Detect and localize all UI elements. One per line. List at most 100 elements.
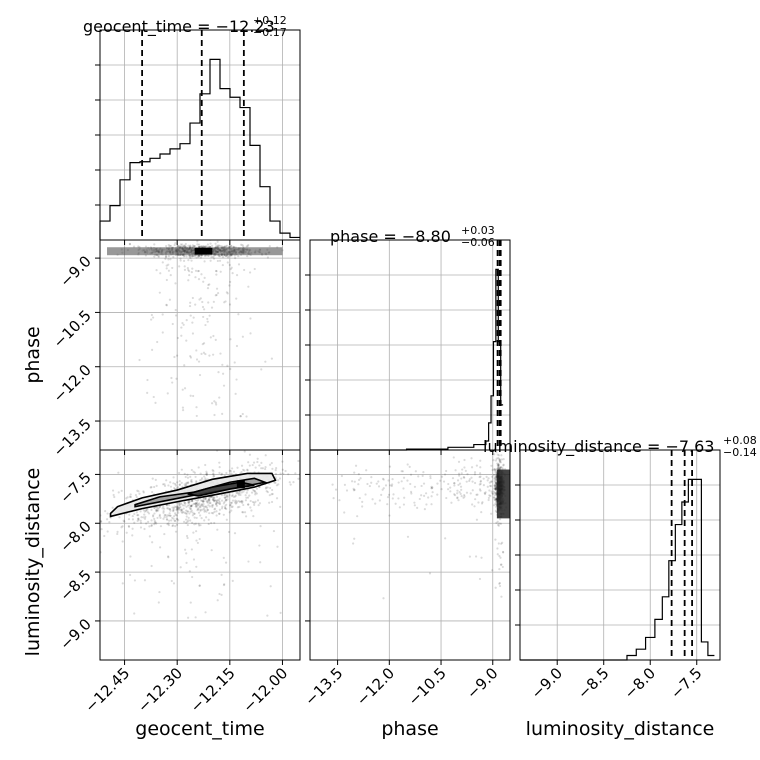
sample-point (172, 482, 175, 485)
sample-point (174, 282, 177, 285)
sample-point (184, 245, 187, 248)
sample-point (232, 470, 236, 473)
sample-point (227, 530, 231, 534)
sample-point (168, 514, 172, 517)
sample-point (480, 502, 484, 505)
sample-point (100, 520, 103, 523)
sample-point (480, 510, 483, 514)
sample-point (203, 260, 206, 263)
sample-point (497, 463, 500, 466)
sample-point (166, 504, 169, 507)
sample-point (494, 477, 497, 481)
sample-point (482, 484, 485, 487)
sample-point (144, 245, 148, 248)
sample-point (174, 513, 177, 516)
sample-point (218, 501, 221, 504)
sample-point (456, 496, 459, 499)
sample-point (200, 517, 203, 520)
sample-point (378, 499, 381, 502)
sample-point (220, 593, 223, 596)
sample-point (483, 492, 487, 496)
sample-point (165, 267, 168, 270)
title-phase-median: −8.80 (402, 227, 451, 246)
sample-point (234, 392, 237, 395)
sample-point (243, 469, 246, 472)
sample-point (178, 483, 182, 486)
sample-point (492, 473, 496, 477)
sample-point (384, 484, 388, 487)
sample-point (171, 516, 174, 519)
sample-point (181, 245, 184, 248)
sample-point (255, 487, 259, 490)
sample-point (208, 283, 211, 286)
sample-point (402, 503, 406, 506)
sample-point (230, 266, 233, 269)
sample-point (195, 481, 198, 484)
sample-point (252, 488, 255, 492)
2d-panel-geocent_time-phase (99, 239, 301, 451)
sample-point (398, 506, 401, 509)
sample-point (242, 503, 245, 507)
sample-point (183, 484, 187, 488)
sample-point (148, 535, 151, 538)
sample-point (498, 522, 501, 525)
sample-point (165, 515, 168, 519)
sample-point (175, 377, 178, 380)
sample-point (494, 491, 497, 495)
sample-point (493, 498, 496, 501)
sample-point (198, 506, 201, 509)
sample-point (265, 486, 268, 489)
sample-point (250, 491, 254, 494)
sample-point (479, 480, 482, 483)
sample-point (494, 498, 497, 501)
sample-point (150, 524, 153, 527)
sample-point (246, 245, 249, 248)
sample-point (169, 509, 172, 512)
sample-point (359, 477, 362, 480)
sample-point (473, 505, 476, 508)
sample-point (143, 517, 147, 520)
sample-point (277, 483, 280, 486)
sample-point (202, 502, 205, 506)
sample-point (490, 490, 493, 493)
sample-point (194, 522, 198, 525)
sample-point (422, 471, 425, 474)
sample-point (135, 495, 138, 499)
2d-panel-geocent_time-luminosity_distance (99, 449, 301, 661)
sample-point (204, 496, 207, 500)
sample-point (210, 306, 214, 309)
sample-point (198, 502, 201, 505)
sample-point (197, 278, 201, 281)
sample-point (153, 506, 156, 509)
sample-point (170, 519, 173, 522)
sample-point (253, 501, 256, 504)
sample-point (500, 454, 503, 457)
sample-point (495, 473, 498, 477)
sample-point (387, 493, 391, 496)
sample-point (243, 511, 247, 514)
sample-point (497, 467, 500, 470)
sample-point (150, 486, 153, 489)
sample-point (259, 561, 262, 564)
sample-point (204, 505, 207, 508)
sample-point (171, 322, 174, 326)
sample-point (194, 498, 197, 502)
sample-point (431, 491, 434, 494)
title-luminosity-distance-minus: −0.14 (723, 446, 757, 459)
sample-point (353, 488, 356, 491)
sample-point (176, 518, 179, 521)
sample-point (176, 244, 180, 247)
sample-point (381, 477, 385, 480)
sample-point (499, 466, 502, 469)
sample-point (468, 478, 471, 481)
sample-point (135, 511, 138, 514)
sample-point (190, 504, 193, 508)
sample-point (268, 245, 271, 248)
sample-point (190, 505, 193, 508)
sample-point (177, 511, 180, 514)
sample-point (181, 511, 184, 514)
sample-point (166, 392, 169, 395)
sample-point (492, 496, 495, 499)
sample-point (224, 254, 228, 258)
sample-point (196, 240, 199, 243)
